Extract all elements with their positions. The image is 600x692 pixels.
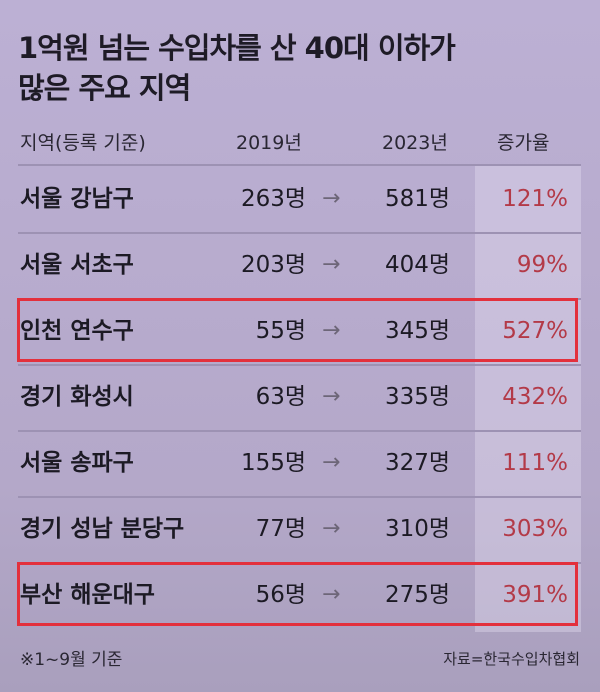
value-2023: 345명 <box>384 318 450 344</box>
arrow-icon: → <box>322 582 341 607</box>
row-divider <box>18 364 581 366</box>
row-divider <box>18 430 581 432</box>
region: 서울 송파구 <box>20 450 134 476</box>
arrow-icon: → <box>322 384 341 409</box>
arrow-icon: → <box>322 318 341 343</box>
value-2023: 310명 <box>384 516 450 542</box>
rate-column-highlight <box>475 165 581 632</box>
header-rate: 증가율 <box>497 132 550 154</box>
arrow-icon: → <box>322 450 341 475</box>
table-row: 경기 화성시 63명 → 335명 432% <box>0 365 600 429</box>
value-2019: 56명 <box>255 582 306 608</box>
value-2019: 155명 <box>240 450 306 476</box>
growth-rate: 527% <box>502 318 568 344</box>
footnote: ※1~9월 기준 <box>20 650 123 670</box>
value-2019: 263명 <box>240 186 306 212</box>
value-2019: 77명 <box>255 516 306 542</box>
highlight-box <box>17 298 578 362</box>
value-2023: 581명 <box>384 186 450 212</box>
region: 경기 성남 분당구 <box>20 516 185 542</box>
title-line-2: 많은 주요 지역 <box>18 71 191 105</box>
chart-title: 1억원 넘는 수입차를 산 40대 이하가 많은 주요 지역 <box>18 28 456 108</box>
row-divider <box>18 496 581 498</box>
header-region: 지역(등록 기준) <box>20 132 146 154</box>
region: 서울 서초구 <box>20 252 134 278</box>
value-2019: 63명 <box>255 384 306 410</box>
source: 자료=한국수입차협회 <box>443 650 580 668</box>
header-divider <box>18 164 581 166</box>
highlight-box <box>17 562 578 626</box>
value-2019: 55명 <box>255 318 306 344</box>
region: 서울 강남구 <box>20 186 134 212</box>
header-2019: 2019년 <box>236 132 302 154</box>
growth-rate: 121% <box>502 186 568 212</box>
growth-rate: 391% <box>502 582 568 608</box>
table-row: 경기 성남 분당구 77명 → 310명 303% <box>0 497 600 561</box>
arrow-icon: → <box>322 252 341 277</box>
region: 인천 연수구 <box>20 318 134 344</box>
growth-rate: 303% <box>502 516 568 542</box>
title-line-1: 1억원 넘는 수입차를 산 40대 이하가 <box>18 31 456 65</box>
table-row: 인천 연수구 55명 → 345명 527% <box>0 299 600 363</box>
table-row: 부산 해운대구 56명 → 275명 391% <box>0 563 600 627</box>
growth-rate: 111% <box>502 450 568 476</box>
value-2023: 327명 <box>384 450 450 476</box>
arrow-icon: → <box>322 516 341 541</box>
growth-rate: 432% <box>502 384 568 410</box>
region: 부산 해운대구 <box>20 582 155 608</box>
row-divider <box>18 232 581 234</box>
table-row: 서울 서초구 203명 → 404명 99% <box>0 233 600 297</box>
arrow-icon: → <box>322 186 341 211</box>
table-row: 서울 강남구 263명 → 581명 121% <box>0 167 600 231</box>
growth-rate: 99% <box>516 252 568 278</box>
value-2019: 203명 <box>240 252 306 278</box>
region: 경기 화성시 <box>20 384 134 410</box>
table-row: 서울 송파구 155명 → 327명 111% <box>0 431 600 495</box>
header-2023: 2023년 <box>382 132 448 154</box>
value-2023: 275명 <box>384 582 450 608</box>
value-2023: 404명 <box>384 252 450 278</box>
value-2023: 335명 <box>384 384 450 410</box>
